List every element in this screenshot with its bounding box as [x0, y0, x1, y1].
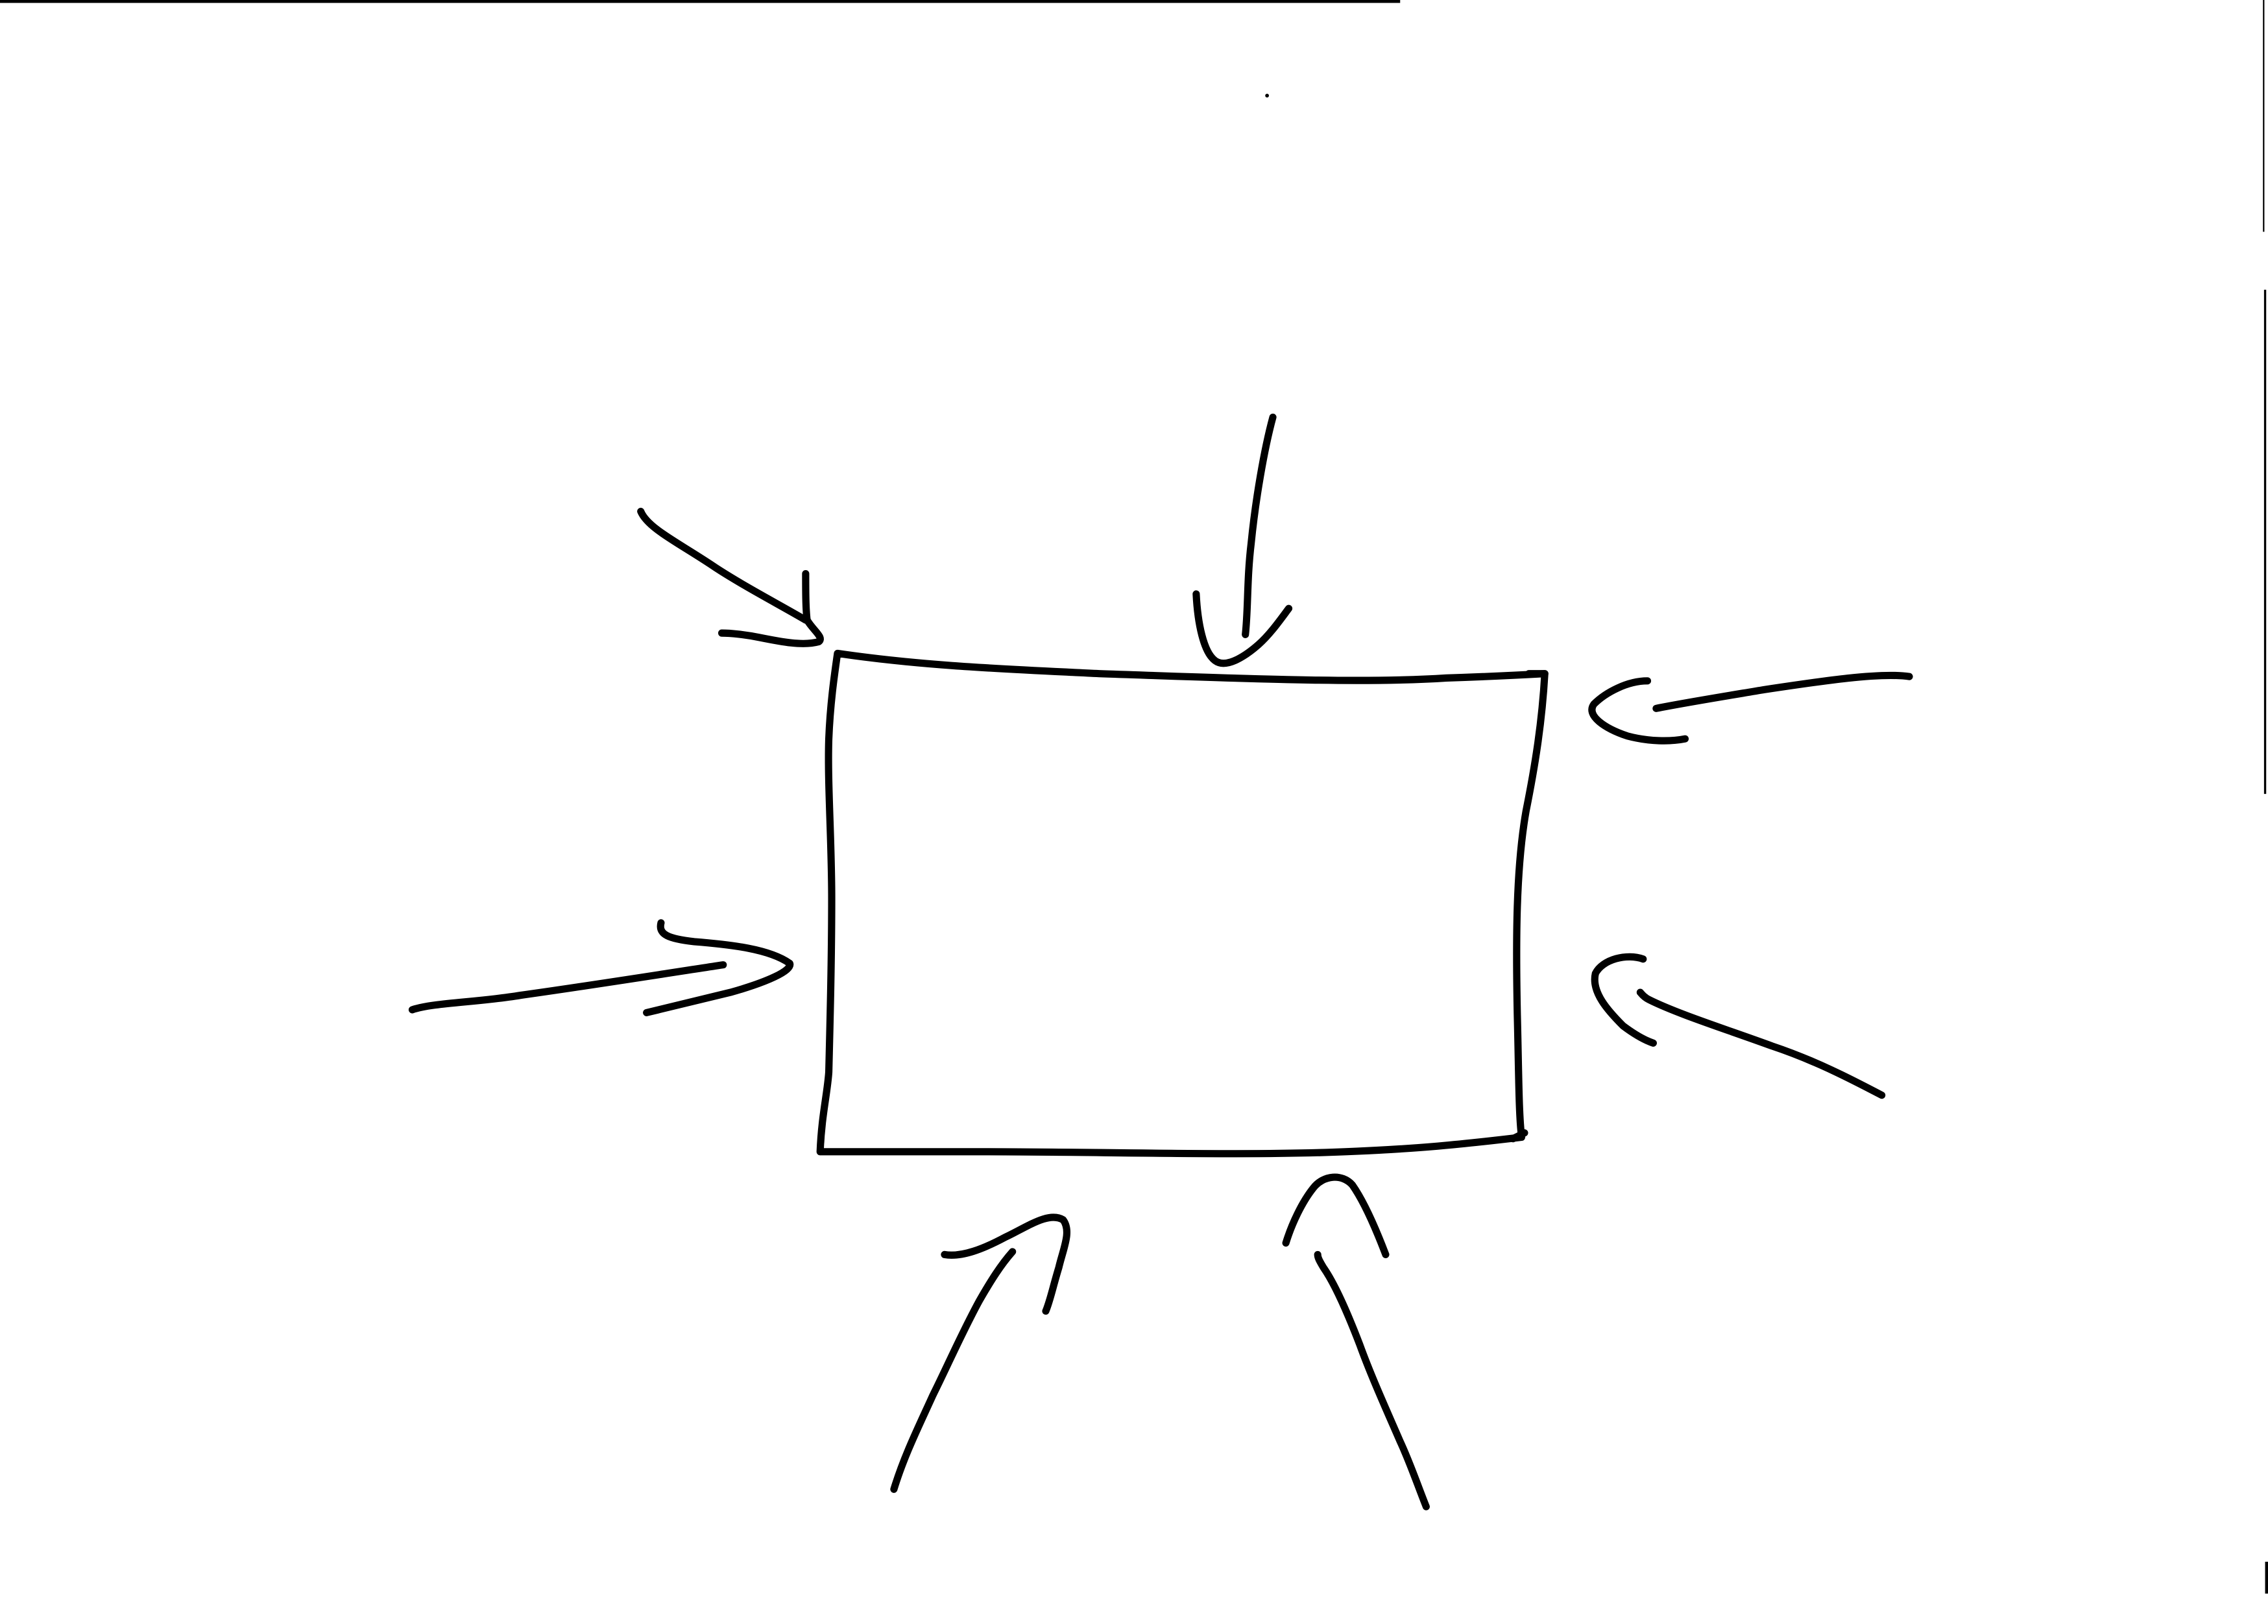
central-rectangle — [816, 649, 1549, 1158]
dust-speck — [1265, 93, 1270, 98]
arrow-bottom-left-head — [941, 1213, 1071, 1315]
arrow-left-shaft — [408, 961, 727, 1014]
arrow-bottom-left — [890, 1213, 1071, 1493]
arrow-top — [1192, 413, 1293, 667]
arrow-top-left-head — [718, 569, 824, 647]
arrow-bottom-left-shaft — [890, 1248, 1017, 1493]
arrow-right-lower-head — [1591, 953, 1657, 1047]
arrow-right-upper-shaft — [1652, 671, 1913, 712]
arrow-bottom-right-shaft — [1314, 1250, 1430, 1511]
arrow-top-left — [637, 507, 824, 647]
arrow-left-head — [643, 919, 794, 1016]
rectangle-corner-tick-br — [1509, 1129, 1528, 1143]
arrow-top-shaft — [1242, 413, 1277, 638]
arrow-top-head — [1192, 590, 1293, 667]
arrow-right-lower-shaft — [1636, 988, 1886, 1099]
arrow-top-left-shaft — [637, 507, 810, 624]
arrow-right-lower — [1591, 953, 1886, 1099]
arrow-bottom-right-head — [1282, 1173, 1390, 1258]
arrow-bottom-right — [1282, 1173, 1430, 1511]
arrow-right-upper — [1588, 671, 1913, 745]
arrow-right-upper-head — [1588, 677, 1689, 745]
arrow-left — [408, 919, 794, 1016]
